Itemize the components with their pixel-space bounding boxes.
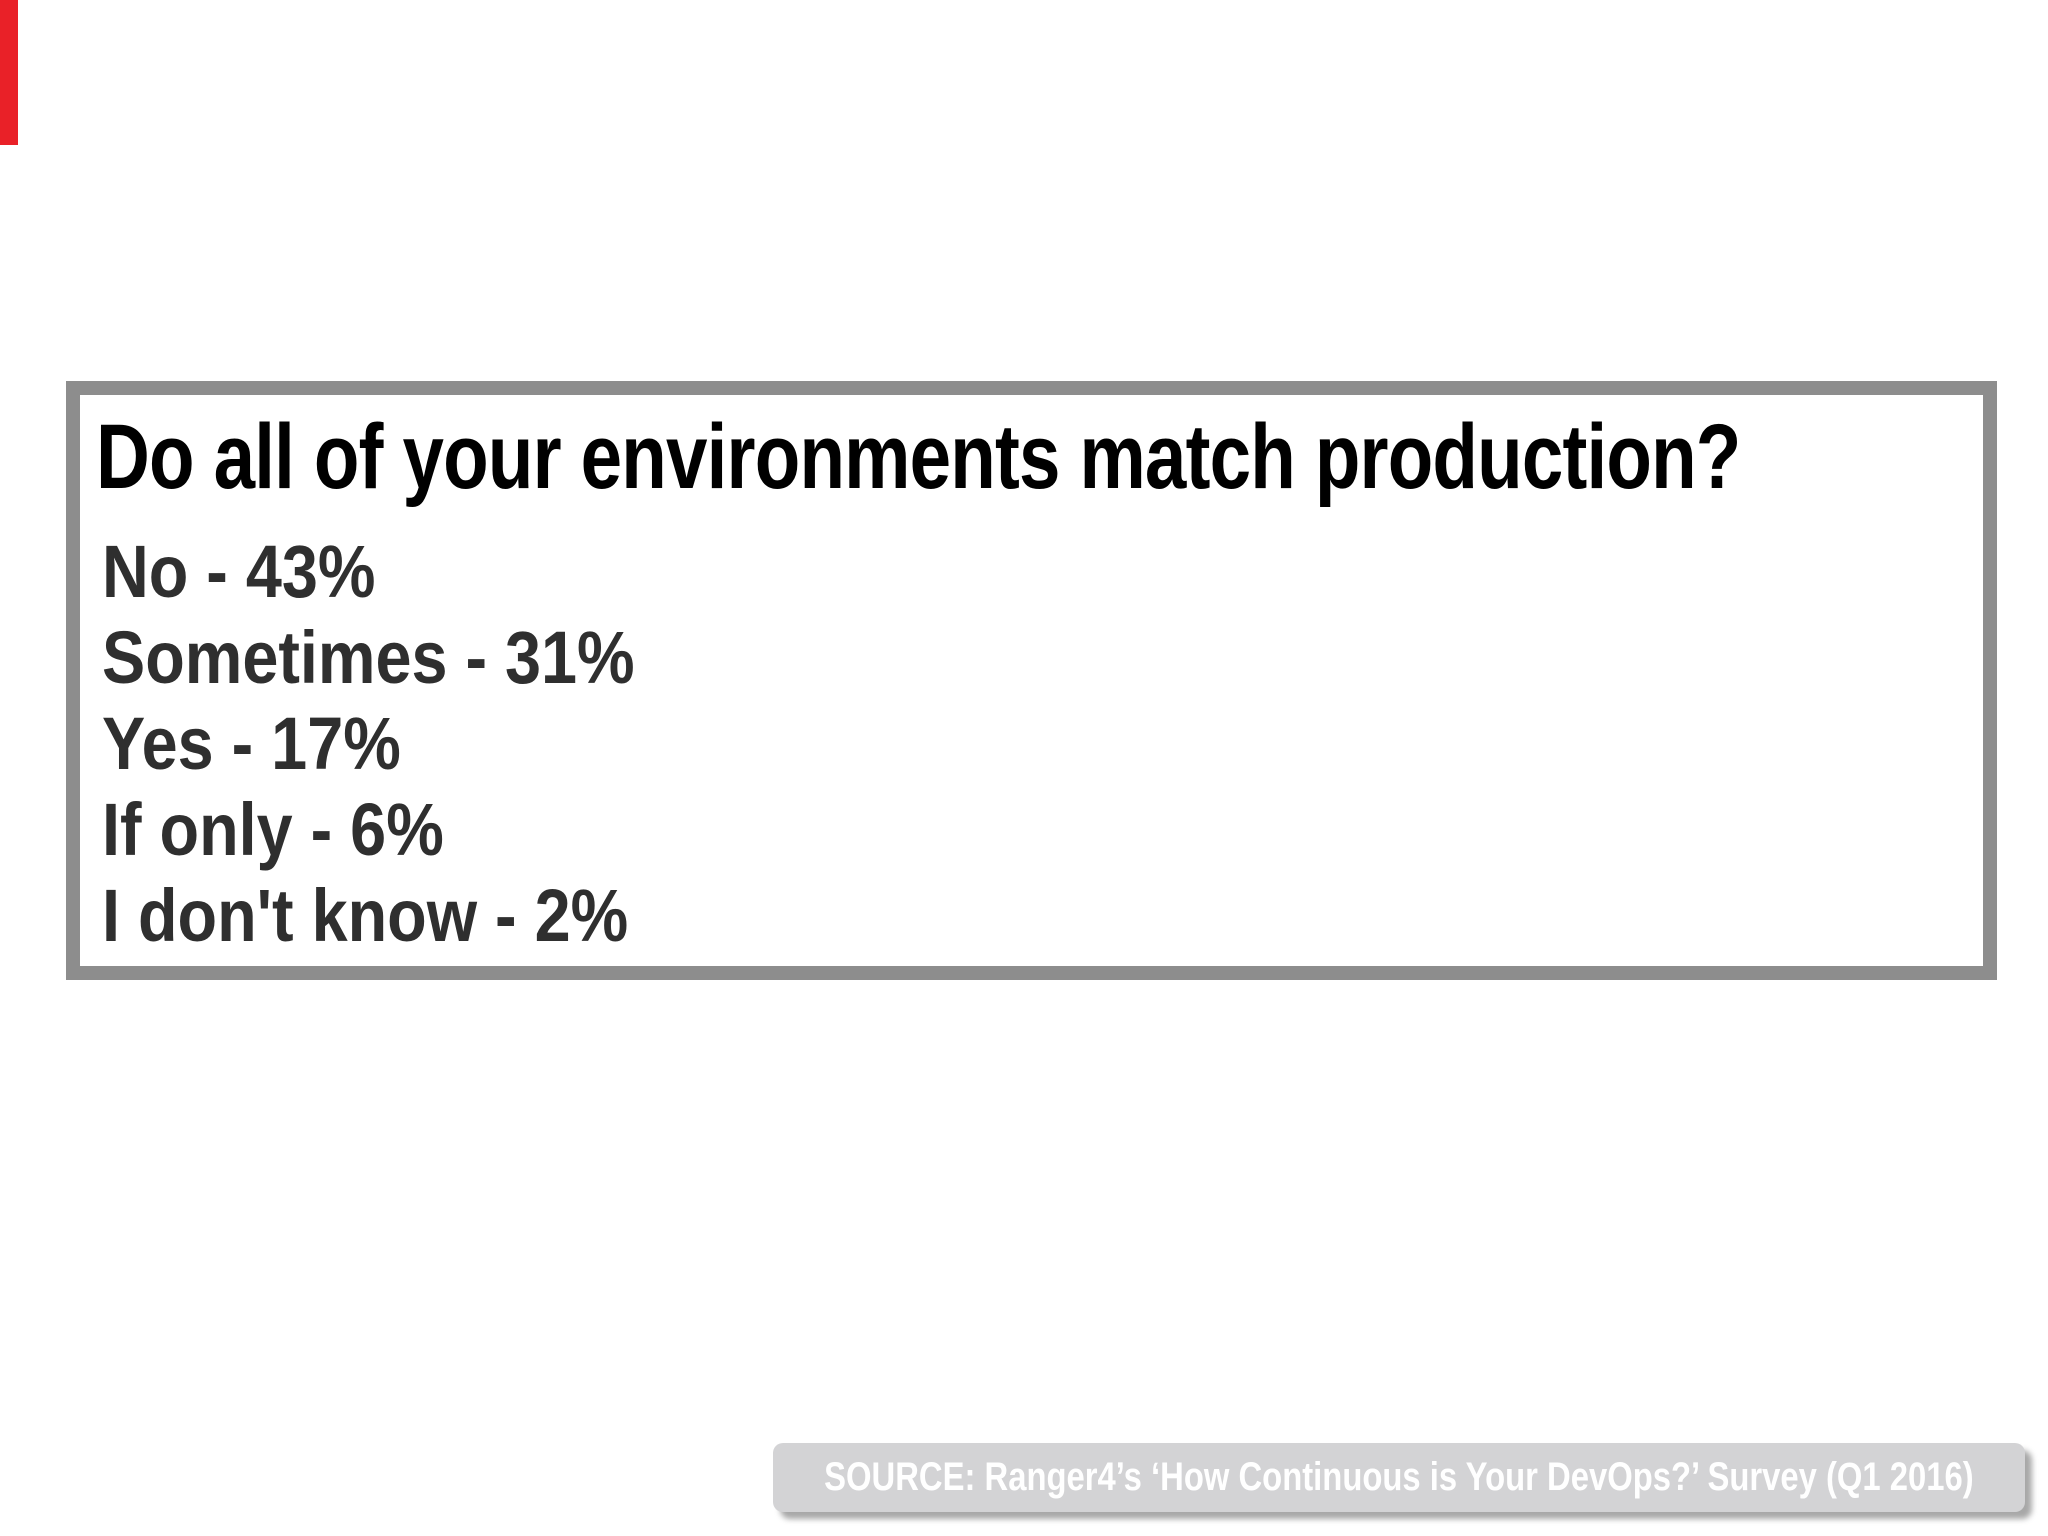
survey-result-row: Yes - 17% (102, 702, 401, 785)
survey-results-box: Do all of your environments match produc… (66, 381, 1997, 980)
survey-question-title: Do all of your environments match produc… (96, 406, 1741, 508)
source-badge-text: SOURCE: Ranger4’s ‘How Continuous is You… (824, 1455, 1974, 1499)
source-badge: SOURCE: Ranger4’s ‘How Continuous is You… (773, 1443, 2025, 1512)
survey-result-row: Sometimes - 31% (102, 616, 635, 699)
survey-result-row: No - 43% (102, 530, 376, 613)
survey-results-list: No - 43% Sometimes - 31% Yes - 17% If only … (102, 529, 1739, 959)
recording-indicator-bar (0, 0, 18, 145)
survey-result-row: If only - 6% (102, 788, 444, 871)
survey-result-row: I don't know - 2% (102, 874, 629, 957)
